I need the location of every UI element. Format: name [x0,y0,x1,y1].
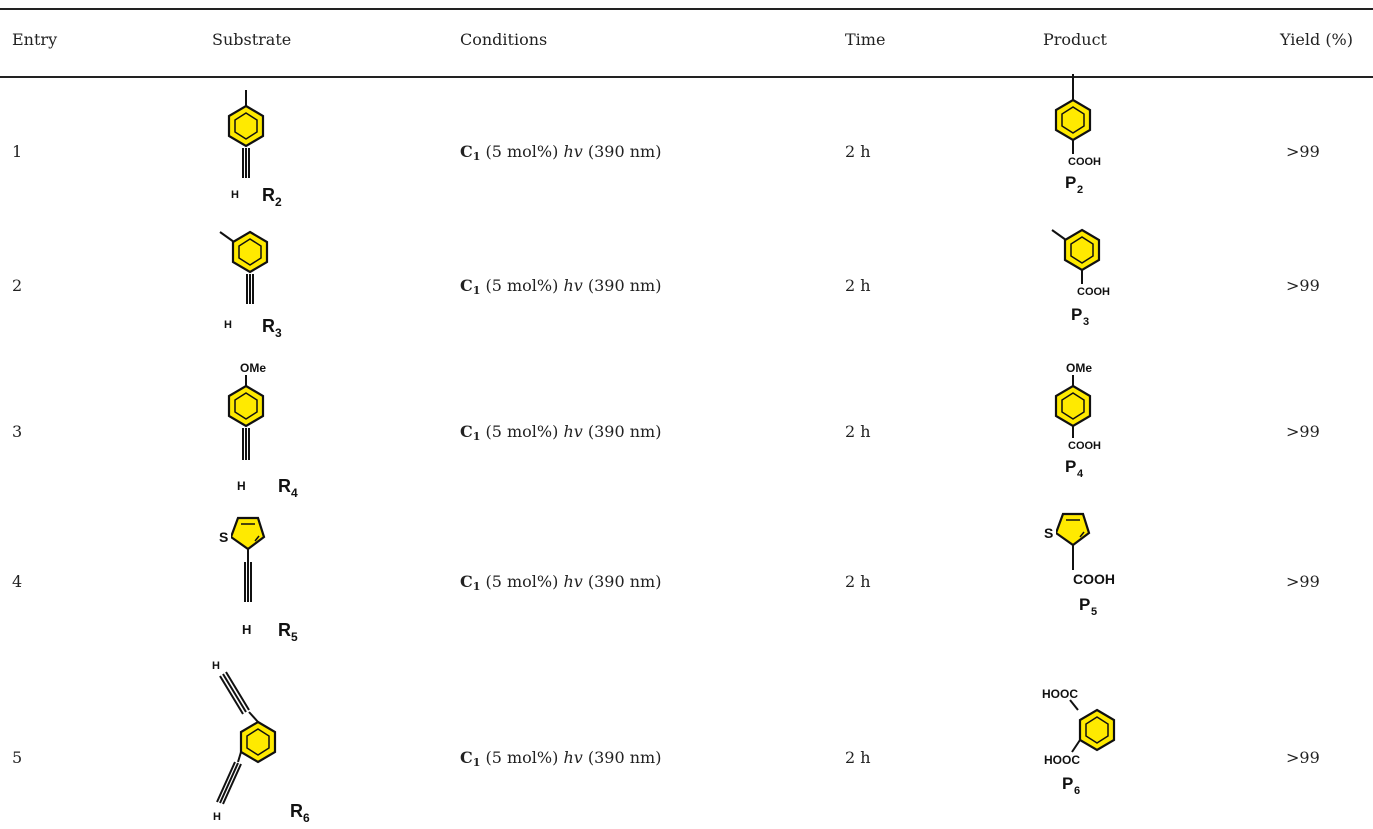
hydrogen-label: H [237,479,246,493]
sulfur-label: S [219,529,228,545]
conditions-text: C1 (5 mol%) hv (390 nm) [460,276,662,297]
yield-value: >99 [1286,572,1320,591]
sulfur-label: S [1044,525,1053,541]
header-product: Product [1043,30,1107,49]
product-structure: HOOC HOOC P 6 [1042,687,1116,797]
entry-number: 1 [12,142,23,161]
substrate-label-sub: 4 [291,486,298,500]
hydrogen-label: H [224,319,232,331]
hydrogen-label: H [231,189,239,201]
hydrogen-label: H [242,622,251,637]
header-conditions: Conditions [460,30,548,49]
substrate-label: R [290,801,303,821]
substrate-label-sub: 3 [275,326,282,340]
header-time: Time [845,30,886,49]
substrate-structure: OMe H R 4 [227,361,298,500]
product-label-sub: 2 [1077,184,1083,196]
header-substrate: Substrate [212,30,292,49]
product-label: P [1065,173,1076,192]
product-label-sub: 3 [1083,316,1089,328]
product-label-sub: 5 [1091,606,1097,618]
product-structure: COOH P 3 [1051,228,1110,328]
substrate-structure: H R 3 [219,230,282,340]
product-structure: OMe COOH P 4 [1054,361,1101,480]
carboxyl-label: COOH [1077,286,1110,298]
product-structure: COOH P 2 [1054,74,1101,196]
substrate-label: R [278,620,291,640]
table-header-rule [0,76,1373,78]
carboxyl-label: COOH [1068,156,1101,168]
yield-value: >99 [1286,276,1320,295]
substrate-label: R [262,316,275,336]
time-value: 2 h [845,142,871,161]
hydrogen-label: H [212,660,220,672]
time-value: 2 h [845,422,871,441]
product-label-sub: 4 [1077,468,1084,480]
time-value: 2 h [845,748,871,767]
conditions-text: C1 (5 mol%) hv (390 nm) [460,748,662,769]
hydrogen-label: H [213,811,221,823]
table-top-rule [0,8,1373,10]
time-value: 2 h [845,572,871,591]
product-label: P [1079,595,1090,614]
conditions-text: C1 (5 mol%) hv (390 nm) [460,422,662,443]
entry-number: 3 [12,422,23,441]
time-value: 2 h [845,276,871,295]
substrate-structure: H H R 6 [212,660,310,825]
header-entry: Entry [12,30,58,49]
substrate-label-sub: 5 [291,630,298,644]
carboxyl-label: COOH [1073,571,1115,587]
product-label: P [1071,305,1082,324]
carboxyl-left-label: HOOC [1044,753,1080,767]
product-structure: S COOH P 5 [1043,512,1115,618]
yield-value: >99 [1286,422,1320,441]
entry-number: 5 [12,748,23,767]
carboxyl-left-label: HOOC [1042,687,1078,701]
header-yield: Yield (%) [1280,30,1353,49]
product-label: P [1065,457,1076,476]
yield-value: >99 [1286,748,1320,767]
methoxy-label: OMe [1066,361,1092,375]
conditions-text: C1 (5 mol%) hv (390 nm) [460,142,662,163]
yield-value: >99 [1286,142,1320,161]
methoxy-label: OMe [240,361,266,375]
entry-number: 4 [12,572,23,591]
carboxyl-label: COOH [1068,440,1101,452]
substrate-structure: H R 2 [227,90,282,209]
substrate-label: R [278,476,291,496]
entry-number: 2 [12,276,23,295]
substrate-label-sub: 6 [303,811,310,825]
substrate-structure: S H R 5 [218,516,298,644]
substrate-label-sub: 2 [275,195,282,209]
conditions-text: C1 (5 mol%) hv (390 nm) [460,572,662,593]
product-label: P [1062,774,1073,793]
product-label-sub: 6 [1074,785,1080,797]
substrate-label: R [262,185,275,205]
